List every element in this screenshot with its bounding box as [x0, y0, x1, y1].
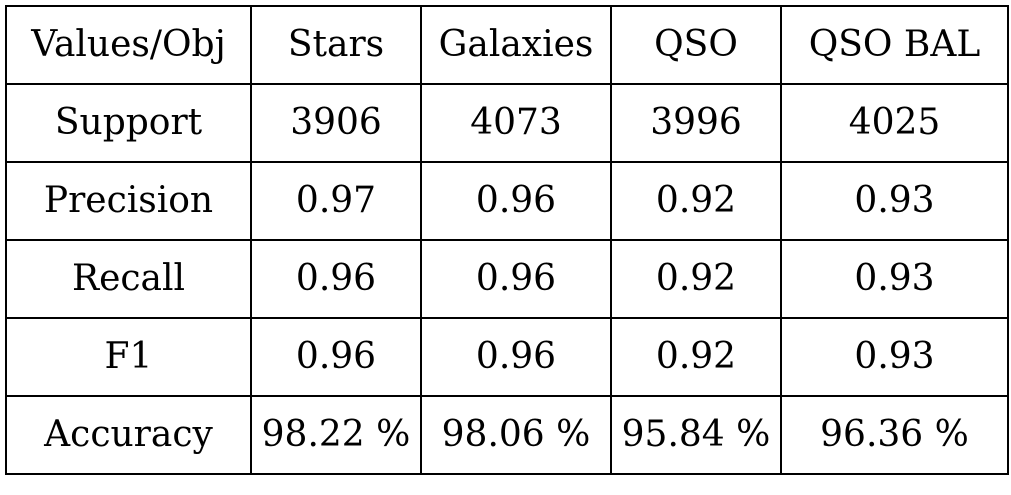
table-cell: 98.22 %: [250, 395, 422, 475]
table-cell: 0.96: [420, 239, 612, 319]
table-row-accuracy: Accuracy 98.22 % 98.06 % 95.84 % 96.36 %: [5, 395, 1009, 475]
table-cell: 0.93: [780, 239, 1009, 319]
row-label: Recall: [5, 239, 252, 319]
table-cell: 95.84 %: [610, 395, 782, 475]
header-cell-label: Values/Obj: [5, 5, 252, 85]
table-row-f1: F1 0.96 0.96 0.92 0.93: [5, 317, 1009, 397]
table-cell: 0.96: [250, 317, 422, 397]
table-cell: 4025: [780, 83, 1009, 163]
table-cell: 0.93: [780, 161, 1009, 241]
metrics-table-container: Values/Obj Stars Galaxies QSO QSO BAL Su…: [5, 5, 1009, 475]
row-label: Support: [5, 83, 252, 163]
table-row-precision: Precision 0.97 0.96 0.92 0.93: [5, 161, 1009, 241]
table-cell: 0.96: [420, 317, 612, 397]
table-cell: 0.96: [420, 161, 612, 241]
table-cell: 0.92: [610, 317, 782, 397]
metrics-table: Values/Obj Stars Galaxies QSO QSO BAL Su…: [5, 5, 1009, 475]
header-cell-stars: Stars: [250, 5, 422, 85]
table-cell: 0.97: [250, 161, 422, 241]
table-row-support: Support 3906 4073 3996 4025: [5, 83, 1009, 163]
row-label: F1: [5, 317, 252, 397]
table-row-recall: Recall 0.96 0.96 0.92 0.93: [5, 239, 1009, 319]
header-cell-galaxies: Galaxies: [420, 5, 612, 85]
table-header-row: Values/Obj Stars Galaxies QSO QSO BAL: [5, 5, 1009, 85]
table-cell: 96.36 %: [780, 395, 1009, 475]
table-cell: 0.96: [250, 239, 422, 319]
row-label: Accuracy: [5, 395, 252, 475]
table-cell: 4073: [420, 83, 612, 163]
header-cell-qso: QSO: [610, 5, 782, 85]
table-cell: 0.93: [780, 317, 1009, 397]
table-cell: 0.92: [610, 161, 782, 241]
header-cell-qso-bal: QSO BAL: [780, 5, 1009, 85]
table-cell: 0.92: [610, 239, 782, 319]
row-label: Precision: [5, 161, 252, 241]
table-cell: 3906: [250, 83, 422, 163]
table-cell: 3996: [610, 83, 782, 163]
table-cell: 98.06 %: [420, 395, 612, 475]
